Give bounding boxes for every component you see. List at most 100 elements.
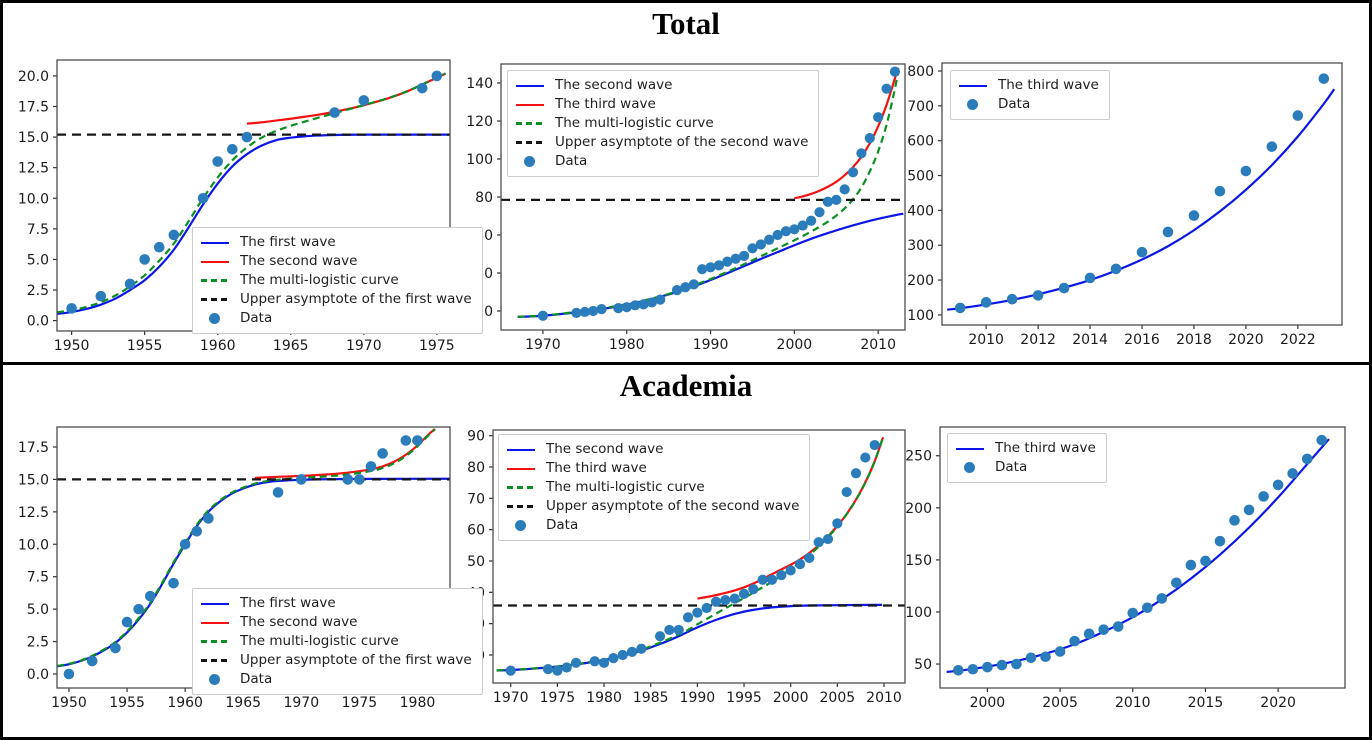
data-point xyxy=(1084,272,1096,284)
data-point xyxy=(431,70,443,82)
data-point xyxy=(1229,515,1240,526)
legend-dashed-line-icon xyxy=(507,505,537,508)
legend-line-icon xyxy=(201,260,231,263)
data-point xyxy=(755,239,766,250)
data-point xyxy=(697,264,708,275)
x-tick-label: 2020 xyxy=(1228,332,1264,348)
legend-dot-icon xyxy=(201,674,231,685)
data-point xyxy=(864,133,875,144)
y-tick-label: 7.5 xyxy=(27,222,49,238)
x-tick-label: 1955 xyxy=(127,338,163,354)
legend-line-icon xyxy=(507,467,537,470)
data-point xyxy=(1011,658,1022,670)
total-waves-2-3-legend: The second wave The third wave The multi-l… xyxy=(507,70,820,177)
x-tick-label: 1980 xyxy=(586,690,622,706)
x-tick-label: 1970 xyxy=(525,337,561,353)
axes-box xyxy=(492,429,906,684)
data-point xyxy=(342,474,354,485)
legend-label: The third wave xyxy=(555,95,656,112)
data-point xyxy=(227,144,238,155)
data-point xyxy=(212,156,224,167)
data-point xyxy=(738,588,750,599)
y-tick-label: 700 xyxy=(907,99,934,115)
data-point xyxy=(889,66,901,77)
x-tick-label: 2015 xyxy=(1188,695,1224,711)
x-tick-label: 1975 xyxy=(342,695,378,711)
series-line-blue xyxy=(947,88,1336,311)
y-tick-label: 400 xyxy=(907,203,934,219)
data-point xyxy=(832,518,843,529)
legend-item: Data xyxy=(201,670,472,689)
data-point xyxy=(144,590,156,602)
legend-item: The multi-logistic curve xyxy=(201,271,472,290)
y-tick-label: 15.0 xyxy=(18,472,49,488)
data-point xyxy=(617,649,628,661)
y-tick-label: 200 xyxy=(905,501,932,517)
x-tick-label: 1950 xyxy=(54,338,90,354)
data-point xyxy=(596,304,607,315)
legend-line-icon xyxy=(201,602,231,605)
data-point xyxy=(813,537,824,548)
series-data-points xyxy=(66,70,443,314)
legend-label: Data xyxy=(240,670,273,687)
legend-label: Data xyxy=(240,309,273,326)
x-tick-label: 1975 xyxy=(419,338,455,354)
legend-label: The multi-logistic curve xyxy=(546,478,705,495)
y-tick-label: 300 xyxy=(907,238,934,254)
legend-line-icon xyxy=(201,621,231,624)
data-point xyxy=(1188,210,1200,221)
y-tick-label: 50 xyxy=(467,554,485,570)
total-wave-3-legend: The third wave Data xyxy=(950,70,1110,120)
legend-item: The first wave xyxy=(201,594,472,613)
legend-dashed-line-icon xyxy=(516,122,546,125)
legend-item: The multi-logistic curve xyxy=(516,114,808,133)
legend-item: The third wave xyxy=(507,459,799,478)
data-point xyxy=(806,215,817,226)
y-tick-label: 60 xyxy=(467,523,485,539)
x-tick-label: 2000 xyxy=(777,337,813,353)
data-point xyxy=(804,552,815,563)
legend-item: The second wave xyxy=(201,613,472,632)
y-tick-label: 100 xyxy=(905,605,932,621)
x-tick-label: 2020 xyxy=(1260,695,1296,711)
data-point xyxy=(179,538,191,550)
x-tick-label: 1965 xyxy=(273,338,309,354)
y-tick-label: 50 xyxy=(914,657,932,673)
y-tick-label: 0.0 xyxy=(27,314,49,330)
data-point xyxy=(505,665,516,676)
total-waves-1-2-legend: The first wave The second wave The multi-l… xyxy=(192,227,483,334)
data-point xyxy=(738,250,750,261)
data-point xyxy=(191,525,203,537)
data-point xyxy=(630,300,641,311)
data-point xyxy=(713,260,725,271)
legend-label: The multi-logistic curve xyxy=(240,632,399,649)
legend-label: Data xyxy=(998,95,1031,112)
series-dashed-green xyxy=(57,428,436,668)
data-point xyxy=(598,657,610,668)
data-point xyxy=(967,663,979,675)
data-point xyxy=(1141,602,1153,614)
legend-item: The first wave xyxy=(201,233,472,252)
data-point xyxy=(682,612,694,623)
data-point xyxy=(1200,555,1211,567)
y-tick-label: 90 xyxy=(467,429,485,445)
data-point xyxy=(847,167,859,178)
data-point xyxy=(814,207,825,218)
legend-line-icon xyxy=(956,447,986,450)
legend-label: The second wave xyxy=(546,440,664,457)
legend-item: The second wave xyxy=(507,440,799,459)
data-point xyxy=(766,574,778,585)
data-point xyxy=(1058,282,1070,294)
x-tick-label: 2012 xyxy=(1020,332,1056,348)
academia-waves-2-3-legend: The second wave The third wave The multi-l… xyxy=(498,434,811,541)
y-tick-label: 120 xyxy=(466,114,493,130)
data-point xyxy=(1214,535,1226,547)
data-point xyxy=(772,229,783,241)
data-point xyxy=(1025,652,1037,664)
data-point xyxy=(722,256,733,267)
data-point xyxy=(613,303,624,314)
legend-line-icon xyxy=(201,241,231,244)
y-tick-label: 5.0 xyxy=(27,252,49,268)
data-point xyxy=(1171,577,1182,589)
